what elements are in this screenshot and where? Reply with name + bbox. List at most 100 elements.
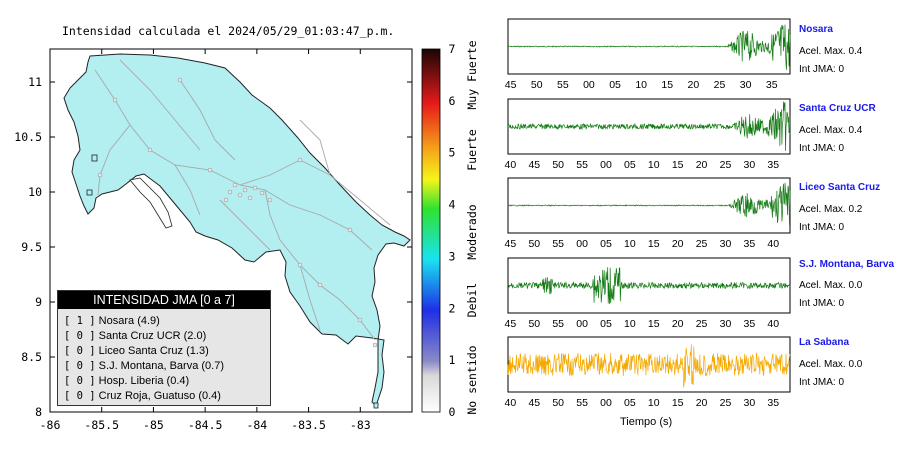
station-acel: Acel. Max. 0.0 — [799, 280, 863, 291]
map-x-ticks: -86 -85.5 -85 -84.5 -84 -83.5 -83 — [40, 49, 371, 432]
trace-tick-label: 05 — [624, 397, 636, 409]
trace-tick-label: 15 — [672, 159, 684, 171]
trace-tick-label: 55 — [552, 318, 564, 330]
colorbar-category: Debil — [465, 283, 479, 318]
legend-item: [ 0 ] S.J. Montana, Barva (0.7) — [64, 360, 225, 372]
trace-tick-label: 30 — [740, 79, 752, 91]
intensity-legend: INTENSIDAD JMA [0 a 7] [ 1 ] Nosara (4.9… — [57, 290, 271, 406]
colorbar-ticks: 0 1 2 3 4 5 6 7 — [449, 42, 456, 419]
trace-tick-label: 20 — [672, 318, 684, 330]
y-tick-label: 9.5 — [21, 240, 42, 254]
station-int: Int JMA: 0 — [799, 64, 845, 75]
town-dots — [97, 77, 378, 348]
y-tick-label: 10 — [28, 185, 42, 199]
map-y-ticks: 8 8.5 9 9.5 10 10.5 11 — [14, 75, 412, 419]
trace-tick-label: 30 — [744, 159, 756, 171]
trace-tick-label: 25 — [720, 397, 732, 409]
trace-tick-label: 55 — [576, 159, 588, 171]
trace-tick-label: 55 — [552, 238, 564, 250]
station-int: Int JMA: 0 — [799, 377, 845, 388]
trace-tick-label: 25 — [696, 238, 708, 250]
trace-tick-label: 20 — [672, 238, 684, 250]
y-tick-label: 8 — [35, 405, 42, 419]
trace-tick-label: 55 — [576, 397, 588, 409]
y-tick-label: 9 — [35, 295, 42, 309]
colorbar-tick-label: 4 — [449, 198, 456, 212]
trace-tick-label: 45 — [528, 397, 540, 409]
legend-item: [ 0 ] Liceo Santa Cruz (1.3) — [64, 345, 209, 357]
station-acel: Acel. Max. 0.4 — [799, 125, 863, 136]
trace-tick-label: 40 — [767, 318, 779, 330]
station-name: S.J. Montana, Barva — [799, 259, 895, 270]
x-tick-label: -85.5 — [84, 418, 119, 432]
x-tick-label: -83 — [350, 418, 371, 432]
trace-panel: 45 50 55 00 05 10 15 20 25 30 35 40 — [505, 257, 791, 330]
trace-tick-label: 10 — [624, 238, 636, 250]
trace-tick-label: 35 — [766, 79, 778, 91]
legend-item: [ 1 ] Nosara (4.9) — [64, 315, 160, 327]
trace-tick-label: 15 — [648, 238, 660, 250]
colorbar-tick-label: 2 — [449, 301, 456, 315]
colorbar-category: Muy Fuerte — [465, 40, 479, 109]
trace-tick-label: 10 — [635, 79, 647, 91]
trace-tick-label: 00 — [576, 318, 588, 330]
trace-tick-label: 10 — [648, 397, 660, 409]
costa-rica-landmass — [63, 53, 411, 407]
trace-tick-label: 45 — [505, 79, 517, 91]
x-tick-label: -86 — [40, 418, 61, 432]
trace-line — [507, 267, 791, 305]
trace-panel: 40 45 50 55 00 05 10 15 20 25 30 35 — [505, 336, 791, 409]
colorbar-tick-label: 5 — [449, 146, 456, 160]
legend-item: [ 0 ] Cruz Roja, Guatuso (0.4) — [64, 390, 221, 402]
colorbar-categories: No sentido Debil Moderado Fuerte Muy Fuerte — [465, 40, 479, 414]
trace-tick-label: 45 — [505, 238, 517, 250]
x-tick-label: -84.5 — [188, 418, 223, 432]
trace-tick-label: 40 — [767, 238, 779, 250]
y-tick-label: 8.5 — [21, 350, 42, 364]
trace-tick-label: 50 — [531, 79, 543, 91]
trace-line — [507, 101, 791, 152]
trace-tick-label: 25 — [714, 79, 726, 91]
trace-frame — [507, 257, 791, 314]
station-acel: Acel. Max. 0.0 — [799, 359, 863, 370]
trace-tick-label: 50 — [528, 318, 540, 330]
trace-tick-label: 10 — [624, 318, 636, 330]
trace-tick-label: 55 — [557, 79, 569, 91]
x-tick-label: -84 — [246, 418, 267, 432]
trace-line — [507, 24, 791, 70]
station-int: Int JMA: 0 — [799, 298, 845, 309]
map-axes-frame — [49, 48, 413, 413]
road-network — [94, 59, 391, 341]
station-name: Santa Cruz UCR — [799, 103, 876, 114]
colorbar-tick-label: 0 — [449, 405, 456, 419]
colorbar-category: No sentido — [465, 345, 479, 414]
station-marker — [373, 402, 379, 409]
trace-line — [507, 182, 791, 226]
x-tick-label: -85 — [143, 418, 164, 432]
trace-tick-label: 00 — [583, 79, 595, 91]
trace-tick-label: 00 — [600, 159, 612, 171]
trace-tick-label: 45 — [528, 159, 540, 171]
trace-tick-label: 20 — [696, 397, 708, 409]
legend-item: [ 0 ] Santa Cruz UCR (2.0) — [64, 330, 207, 342]
x-axis-label: Tiempo (s) — [620, 416, 673, 428]
trace-tick-label: 05 — [624, 159, 636, 171]
trace-tick-label: 40 — [505, 159, 517, 171]
y-tick-label: 11 — [28, 75, 42, 89]
station-marker — [91, 154, 98, 162]
trace-tick-label: 20 — [696, 159, 708, 171]
colorbar-category: Moderado — [465, 204, 479, 259]
trace-tick-label: 50 — [552, 159, 564, 171]
x-tick-label: -83.5 — [291, 418, 326, 432]
trace-tick-label: 00 — [600, 397, 612, 409]
trace-line — [507, 344, 791, 388]
colorbar — [421, 48, 441, 413]
map-title: Intensidad calculada el 2024/05/29_01:03… — [62, 24, 395, 38]
trace-tick-label: 45 — [505, 318, 517, 330]
trace-tick-label: 20 — [688, 79, 700, 91]
trace-tick-label: 15 — [661, 79, 673, 91]
trace-tick-label: 35 — [744, 238, 756, 250]
legend-item: [ 0 ] Hosp. Liberia (0.4) — [64, 375, 190, 387]
trace-tick-label: 50 — [552, 397, 564, 409]
